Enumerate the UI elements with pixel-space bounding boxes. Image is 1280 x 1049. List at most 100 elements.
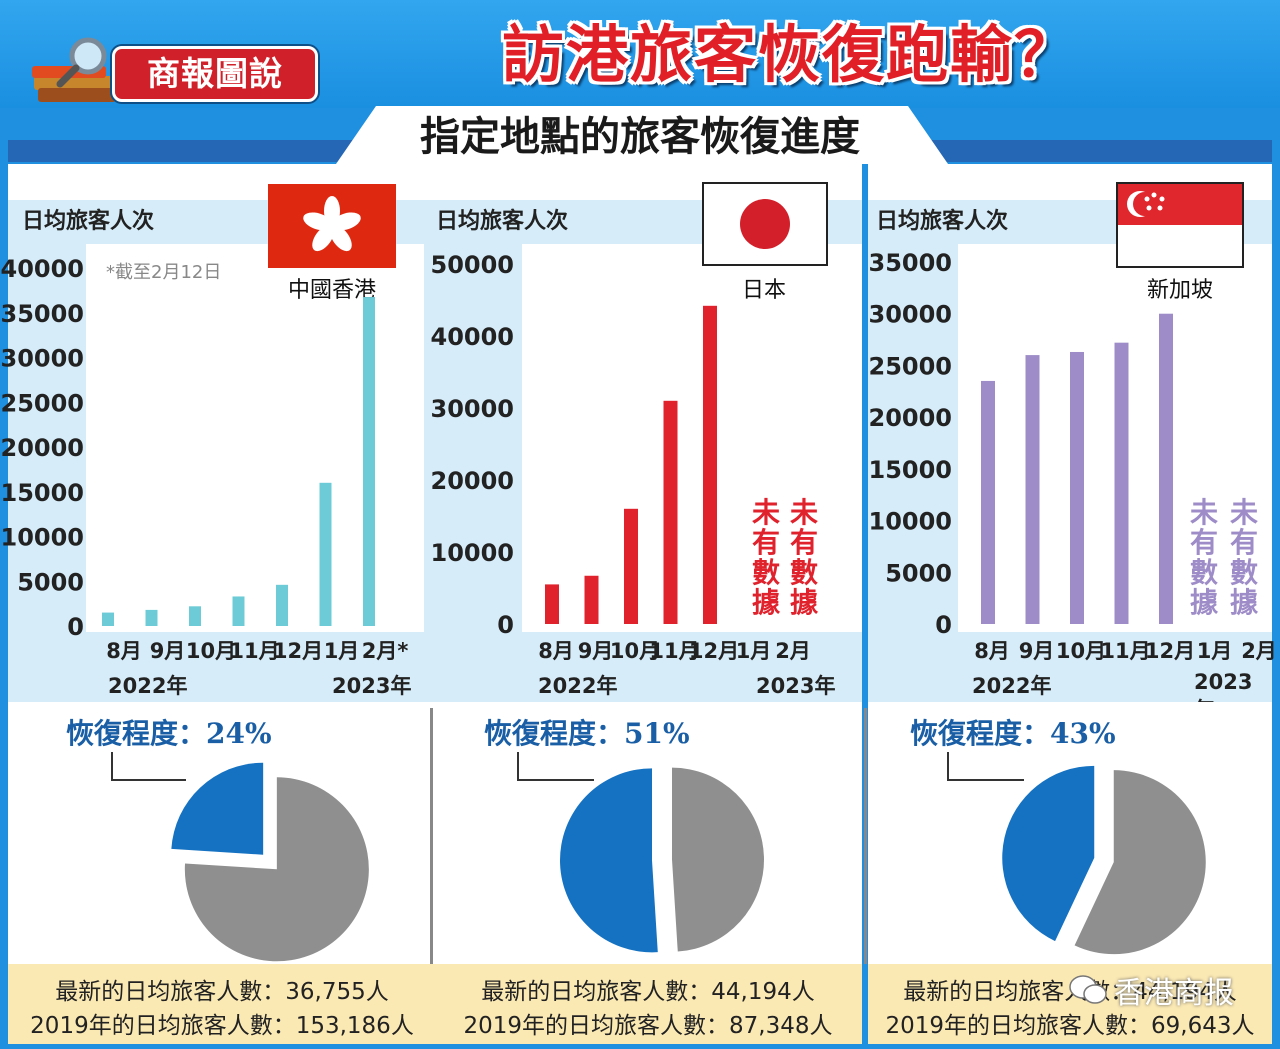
y-tick-label: 35000: [1, 300, 85, 328]
y-tick-label: 0: [67, 613, 84, 641]
y-tick-label: 25000: [869, 352, 953, 380]
y-tick-label: 0: [497, 611, 514, 639]
y-tick-label: 30000: [869, 301, 953, 329]
x-tick-label: 12月: [273, 639, 323, 663]
x-tick-label: 1月: [736, 639, 772, 663]
latest-visitors: 最新的日均旅客人數：36,755人: [55, 979, 389, 1005]
watermark: 香港商报: [1068, 970, 1234, 1011]
y-axis-label: 日均旅客人次: [876, 209, 1009, 234]
no-data-jan: 未有數據: [1189, 496, 1218, 619]
flag-name: 日本: [741, 278, 786, 303]
subtitle: 指定地點的旅客恢復進度: [420, 113, 860, 160]
bar-10月: [624, 508, 638, 624]
year-left: 2022年: [108, 674, 188, 698]
x-tick-label: 11月: [229, 639, 279, 663]
y-tick-label: 40000: [1, 255, 85, 283]
bar-8月: [102, 612, 114, 626]
x-tick-label: 1月: [1197, 639, 1233, 663]
y-tick-label: 20000: [431, 467, 515, 495]
bar-10月: [189, 606, 201, 626]
bar-8月: [981, 380, 995, 624]
x-tick-label: 9月: [578, 639, 614, 663]
bar-12月: [276, 584, 288, 626]
crescent-stars-icon: [1118, 184, 1242, 225]
rising-sun-icon: [740, 199, 790, 249]
x-tick-label: 11月: [649, 639, 699, 663]
left-strip: [8, 244, 86, 634]
left-strip: [434, 244, 522, 634]
bar-11月: [232, 596, 245, 626]
sg-flag: [1116, 182, 1244, 268]
left-strip: [868, 244, 958, 634]
right-strip: [424, 244, 436, 634]
y-tick-label: 5000: [885, 559, 952, 587]
x-tick-label: 2月: [775, 639, 811, 663]
footer-jp: 最新的日均旅客人數：44,194人 2019年的日均旅客人數：87,348人: [434, 964, 862, 1044]
y-tick-label: 5000: [17, 568, 84, 596]
y-tick-label: 50000: [431, 251, 515, 279]
footer-sg: 最新的日均旅客人數：44,194人 2019年的日均旅客人數：69,643人: [868, 964, 1272, 1044]
bar-12月: [1159, 313, 1173, 624]
pie-slice-recovered: [171, 762, 264, 855]
y-axis-label: 日均旅客人次: [436, 209, 569, 234]
x-tick-label: 8月: [974, 639, 1010, 663]
bar-9月: [145, 609, 158, 626]
flag-name: 中國香港: [287, 278, 376, 303]
jp-flag: [702, 182, 828, 266]
y-tick-label: 25000: [1, 389, 85, 417]
bottom-strip: [8, 632, 436, 702]
y-tick-label: 15000: [1, 479, 85, 507]
books-magnifier-icon: [32, 37, 116, 102]
y-tick-label: 30000: [431, 395, 515, 423]
pie-slice-recovered: [560, 768, 658, 953]
x-tick-label: 12月: [689, 639, 739, 663]
header-badge: 商報圖說: [112, 46, 318, 102]
recovery-label: 恢復程度：43%: [910, 717, 1116, 750]
y-tick-label: 20000: [869, 404, 953, 432]
bar-2月*: [363, 297, 375, 626]
baseline-visitors: 2019年的日均旅客人數：87,348人: [463, 1013, 833, 1039]
y-tick-label: 35000: [869, 249, 953, 277]
x-tick-label: 10月: [186, 639, 236, 663]
divider: [864, 708, 867, 964]
baseline-visitors: 2019年的日均旅客人數：153,186人: [30, 1013, 414, 1039]
bottom-strip: [868, 632, 1272, 702]
y-tick-label: 10000: [431, 539, 515, 567]
bar-9月: [584, 575, 599, 624]
y-tick-label: 10000: [1, 524, 85, 552]
subtitle-tab: [336, 106, 948, 164]
main-title: 訪港旅客恢復跑輸？: [501, 18, 1078, 91]
bar-12月: [703, 305, 717, 624]
year-left: 2022年: [972, 674, 1052, 698]
year-right: 2023年: [756, 674, 836, 698]
y-tick-label: 0: [935, 611, 952, 639]
y-tick-label: 40000: [431, 323, 515, 351]
no-data-feb: 未有數據: [1229, 496, 1258, 619]
leader-line: [111, 752, 186, 781]
wechat-icon: [1069, 975, 1107, 1004]
year-left: 2022年: [538, 674, 618, 698]
bar-8月: [545, 584, 559, 624]
x-tick-label: 10月: [610, 639, 660, 663]
x-tick-label: 8月: [538, 639, 574, 663]
bar-11月: [1114, 342, 1129, 624]
no-data-jan: 未有數據: [751, 496, 780, 619]
chart-panel-jp: 日均旅客人次 日本 2022年 2023年 未有數據 未有數據: [434, 164, 862, 702]
x-tick-label: 9月: [1019, 639, 1055, 663]
bar-10月: [1070, 351, 1084, 624]
no-data-feb: 未有數據: [789, 496, 818, 619]
footnote: *截至2月12日: [106, 262, 222, 283]
pie-slice-remaining: [671, 767, 764, 952]
x-tick-label: 2月*: [362, 639, 409, 663]
baseline-visitors: 2019年的日均旅客人數：69,643人: [885, 1013, 1255, 1039]
leader-line: [517, 752, 594, 781]
recovery-label: 恢復程度：51%: [484, 717, 690, 750]
bar-1月: [319, 482, 332, 626]
x-tick-label: 12月: [1145, 639, 1195, 663]
y-tick-label: 20000: [1, 434, 85, 462]
x-tick-label: 11月: [1100, 639, 1150, 663]
pie-slice-remaining: [184, 777, 369, 962]
bar-11月: [663, 400, 678, 624]
x-tick-label: 10月: [1056, 639, 1106, 663]
